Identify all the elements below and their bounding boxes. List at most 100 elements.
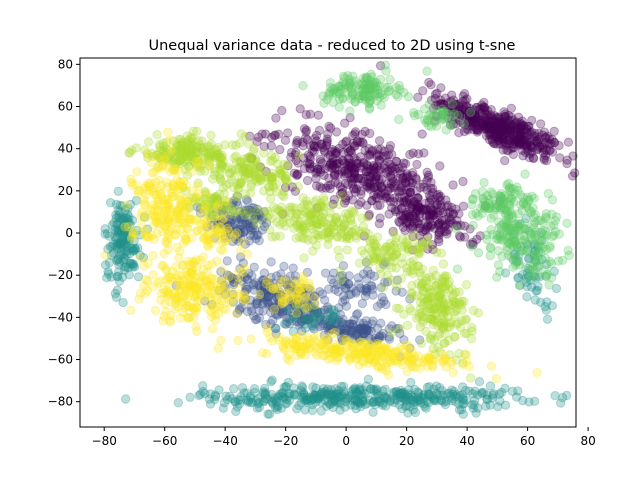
x-tick-label: 0 [342,434,350,448]
scatter-point [247,271,257,281]
scatter-point [412,245,422,255]
scatter-point [542,314,553,324]
scatter-point [487,118,497,129]
scatter-point [436,98,446,109]
scatter-point [252,161,262,171]
scatter-point [497,131,508,141]
scatter-point [499,137,510,147]
scatter-point [487,121,498,132]
scatter-point [516,120,526,131]
scatter-point [107,242,117,252]
scatter-point [329,349,339,360]
scatter-point [498,145,508,155]
scatter-point [407,396,417,406]
scatter-point [173,398,184,408]
scatter-point [486,112,496,122]
scatter-point [477,121,488,131]
scatter-point [150,305,161,316]
scatter-point [442,271,452,281]
scatter-point [391,156,402,167]
scatter-point [471,102,481,113]
x-tick-label: −80 [92,434,117,448]
scatter-point [374,219,385,229]
scatter-point [490,121,500,131]
scatter-point [473,211,483,221]
scatter-point [257,129,267,139]
scatter-point [549,126,559,137]
scatter-point [165,317,176,327]
scatter-point [348,183,359,193]
scatter-point [515,124,525,134]
scatter-point [494,132,505,143]
scatter-point [193,181,203,191]
x-tick-label: 60 [520,434,535,448]
scatter-point [443,113,454,123]
scatter-point [381,392,392,403]
scatter-point [508,135,519,146]
scatter-point [445,207,455,217]
scatter-point [316,139,326,150]
scatter-point [514,139,525,149]
scatter-point [222,395,233,405]
scatter-point [134,186,144,196]
scatter-point [396,274,406,284]
scatter-point [379,92,389,103]
scatter-point [498,139,508,150]
scatter-point [513,112,524,122]
scatter-point [524,270,535,280]
scatter-point [192,216,202,226]
scatter-point [423,295,433,305]
scatter-point [160,237,170,247]
scatter-point [455,109,465,120]
scatter-point [473,248,484,258]
scatter-point [471,111,481,122]
scatter-point [350,394,360,405]
scatter-point [463,125,473,135]
scatter-point [522,123,532,134]
scatter-point [504,135,514,146]
scatter-point [456,110,467,120]
scatter-point [520,136,530,146]
scatter-point [175,246,185,257]
scatter-point [506,183,516,194]
scatter-point [525,129,535,139]
scatter-point [385,355,395,366]
scatter-point [530,295,540,305]
scatter-point [154,175,164,186]
scatter-point [505,126,515,137]
scatter-point [198,252,208,262]
scatter-point [357,213,367,223]
scatter-point [278,217,288,228]
scatter-point [499,131,509,141]
scatter-point [287,315,297,326]
scatter-point [162,198,173,209]
scatter-point [457,104,467,114]
scatter-point [205,389,216,399]
scatter-point [269,131,279,141]
scatter-point [346,94,356,104]
scatter-point [527,147,537,157]
scatter-point [485,127,495,138]
scatter-point [521,132,531,142]
scatter-point [372,232,383,242]
scatter-point [490,130,500,140]
scatter-point [514,133,525,144]
scatter-point [511,134,522,145]
scatter-point [480,112,490,123]
scatter-point [275,144,285,155]
scatter-point [377,292,387,302]
scatter-point [227,140,238,150]
scatter-point [365,171,375,181]
scatter-point [467,117,477,127]
scatter-point [395,342,406,352]
scatter-point [100,250,110,261]
scatter-point [425,222,435,233]
scatter-point [511,124,522,134]
scatter-point [492,122,502,132]
scatter-point [491,129,501,139]
scatter-point [385,242,396,252]
scatter-point [409,108,419,118]
scatter-point [458,176,468,187]
scatter-point [368,256,379,266]
scatter-point [430,93,440,104]
